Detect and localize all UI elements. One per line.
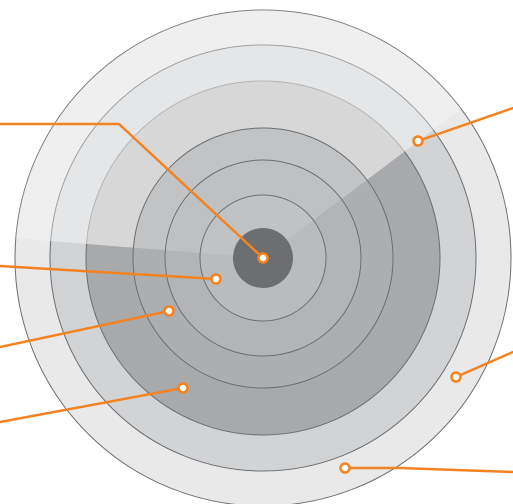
callout-sweep-upper-right-marker [412,135,424,147]
callout-ring-2-marker [177,382,189,394]
callout-sweep-upper-right-line [416,106,513,143]
callout-outer-ring-bottom-marker [339,462,351,474]
callout-ring-4-marker [210,273,222,285]
callout-ring-2-line [0,386,185,424]
callouts [0,106,513,474]
callout-ring-3-marker [163,305,175,317]
callout-center-core-marker [257,252,269,264]
callout-ring-3-line [0,309,171,349]
callout-center-core-line [0,122,265,260]
callout-outer-ring-right-line [454,350,513,379]
callout-outer-ring-bottom-line [343,466,513,474]
callout-markers [163,135,462,474]
callout-ring-4-line [0,264,218,281]
callout-outer-ring-right-marker [450,371,462,383]
